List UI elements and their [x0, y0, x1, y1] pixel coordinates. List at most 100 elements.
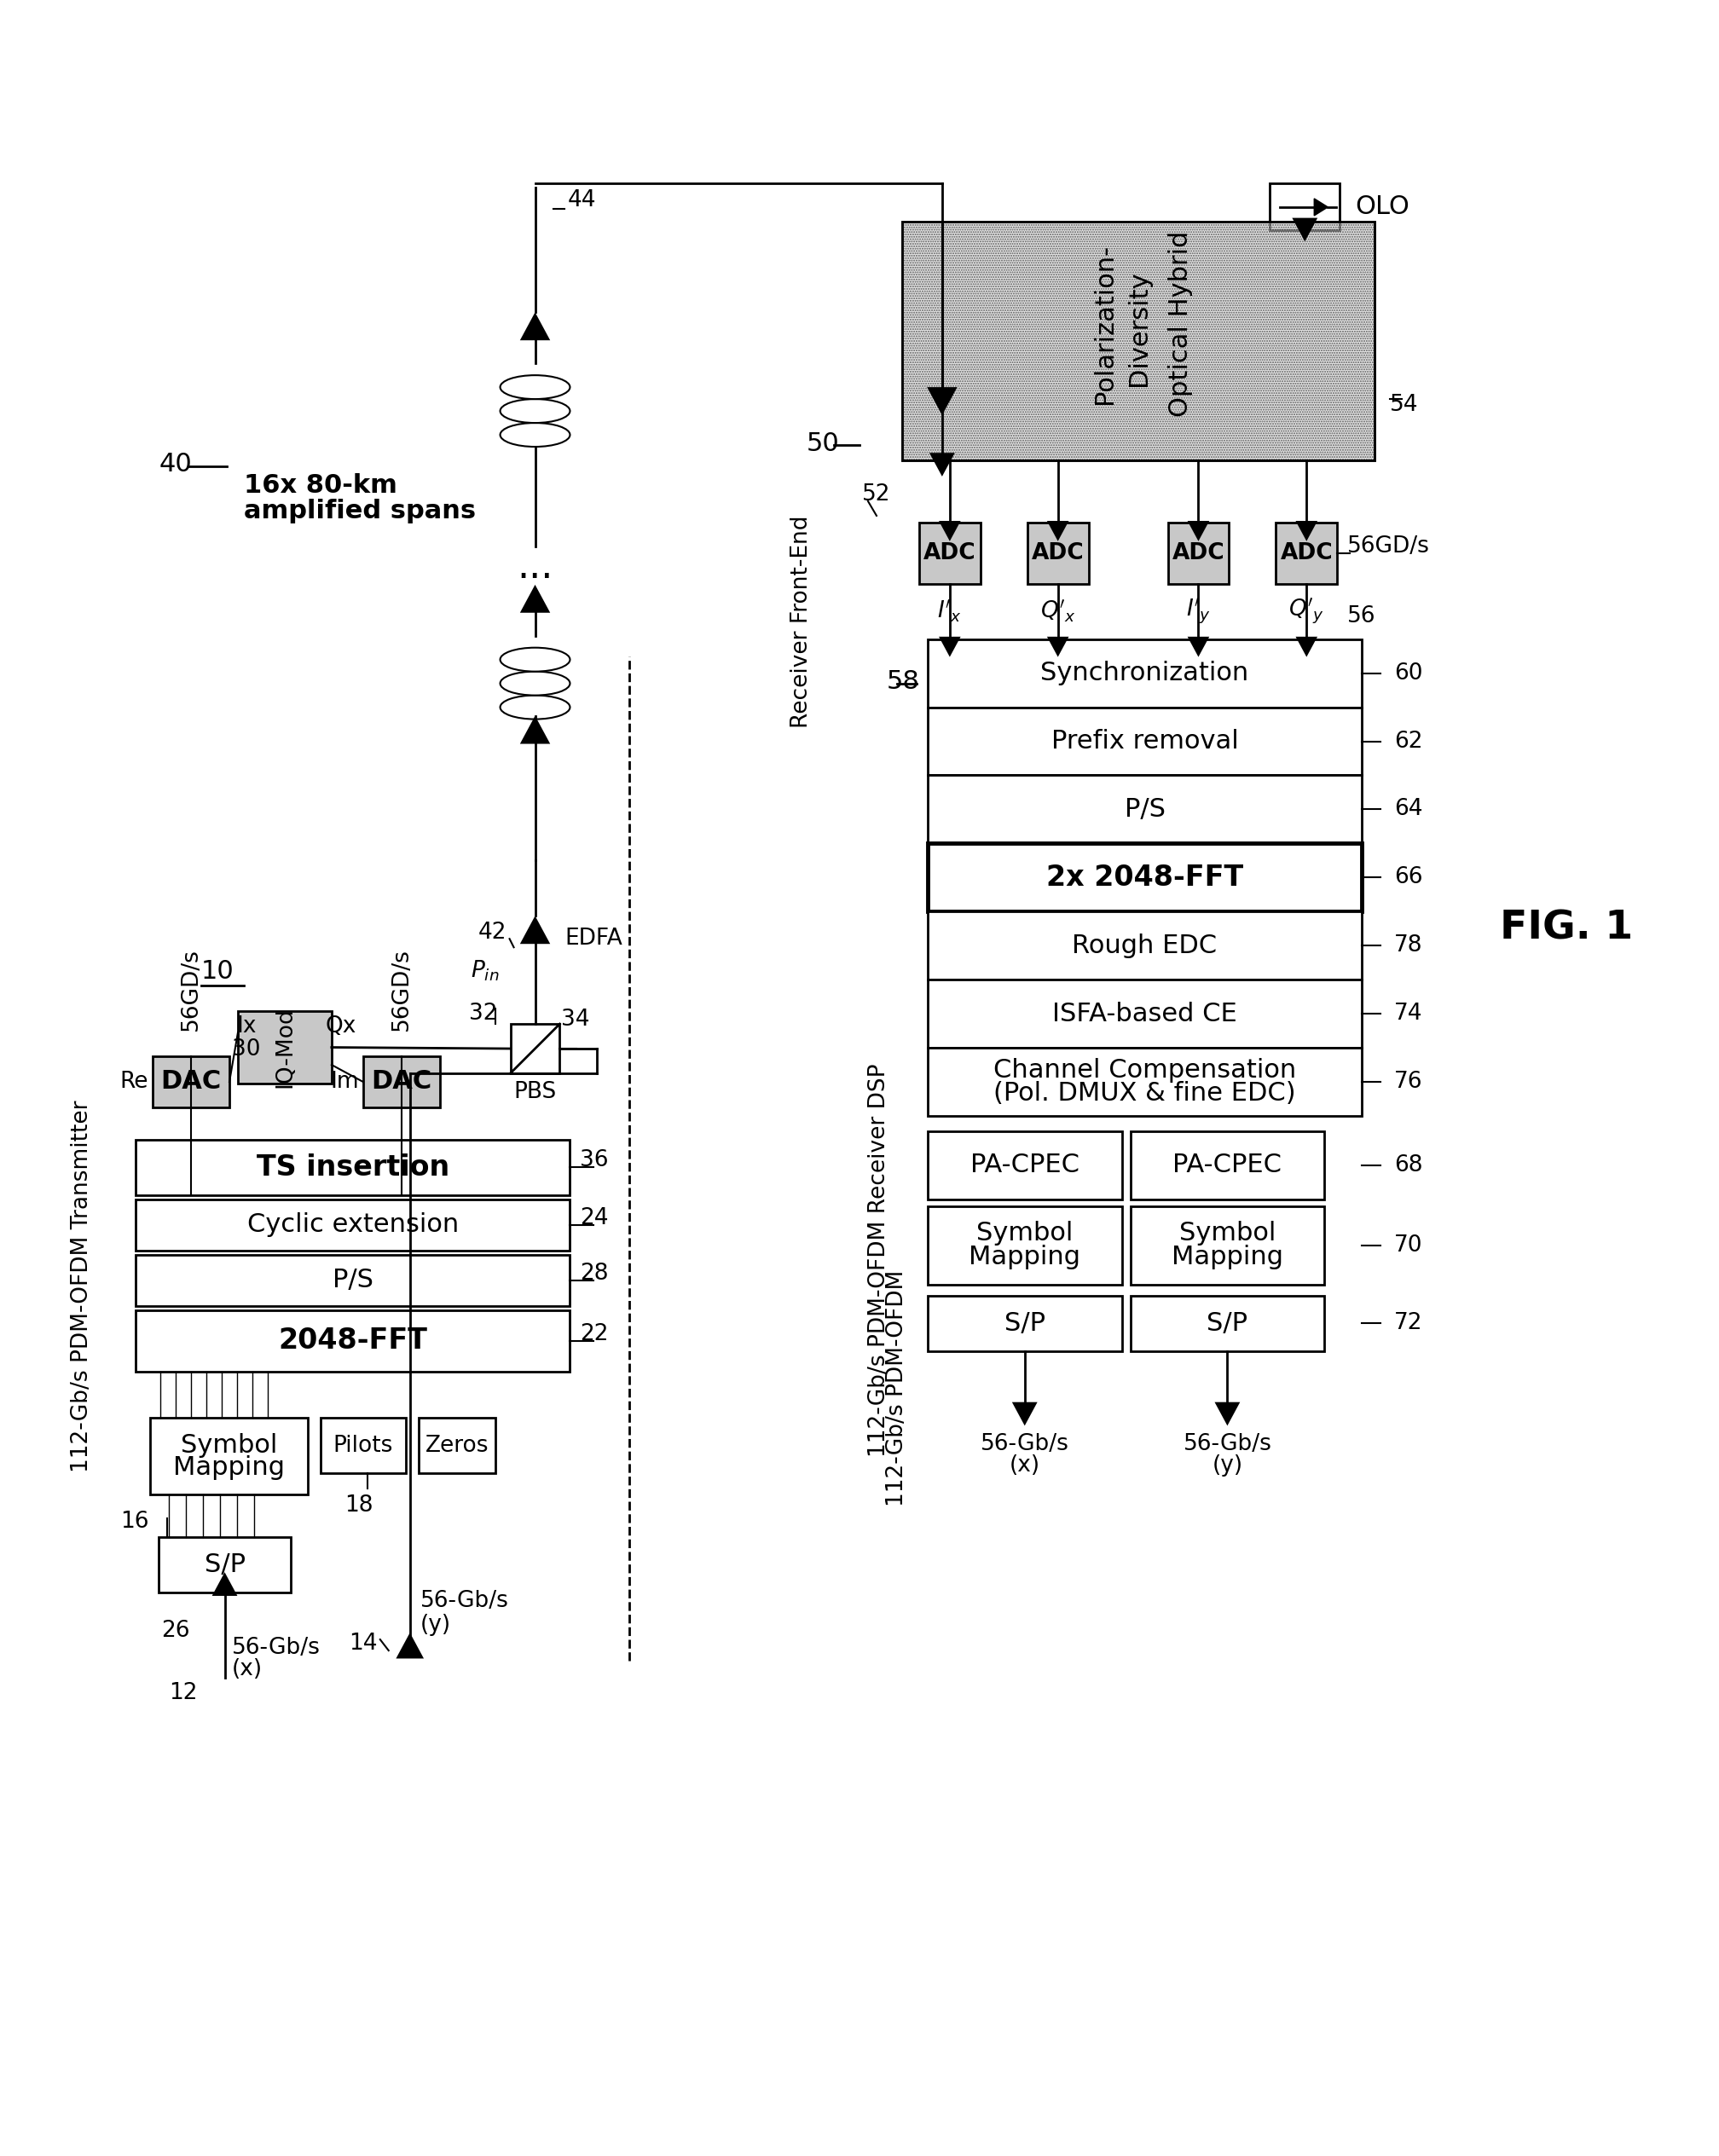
Polygon shape — [1315, 198, 1327, 216]
Ellipse shape — [500, 375, 571, 399]
Bar — [928, 843, 1361, 912]
Bar — [237, 1011, 332, 1084]
Text: DAC: DAC — [160, 1069, 222, 1095]
Bar — [136, 1199, 571, 1250]
Text: S/P: S/P — [1207, 1311, 1248, 1335]
Text: 24: 24 — [581, 1207, 609, 1229]
Text: 56GD/s: 56GD/s — [1348, 535, 1430, 558]
Text: (x): (x) — [1009, 1455, 1040, 1477]
Bar — [150, 1419, 308, 1494]
Bar — [920, 522, 980, 584]
Bar — [928, 776, 1361, 843]
Polygon shape — [1190, 638, 1207, 655]
Bar — [928, 979, 1361, 1048]
Text: 42: 42 — [478, 923, 507, 944]
Text: S/P: S/P — [205, 1552, 246, 1578]
Text: PA-CPEC: PA-CPEC — [1172, 1153, 1282, 1177]
Ellipse shape — [500, 423, 571, 446]
Text: 62: 62 — [1394, 731, 1423, 752]
Text: 18: 18 — [344, 1494, 373, 1518]
Polygon shape — [1014, 1404, 1035, 1423]
Text: P/S: P/S — [332, 1268, 373, 1294]
Text: 60: 60 — [1394, 662, 1423, 683]
Text: 54: 54 — [1391, 395, 1418, 416]
Text: Diversity: Diversity — [1126, 272, 1150, 386]
Text: 112-Gb/s PDM-OFDM Receiver DSP: 112-Gb/s PDM-OFDM Receiver DSP — [868, 1063, 890, 1457]
Polygon shape — [928, 388, 956, 412]
Polygon shape — [1294, 220, 1315, 239]
Bar — [928, 1132, 1123, 1199]
Text: ADC: ADC — [1281, 541, 1332, 565]
Polygon shape — [1190, 522, 1207, 539]
Bar — [928, 1205, 1123, 1285]
Text: Synchronization: Synchronization — [1040, 662, 1250, 686]
Text: 74: 74 — [1394, 1003, 1423, 1024]
Text: IQ-Mod: IQ-Mod — [273, 1007, 296, 1089]
Text: (x): (x) — [232, 1658, 263, 1680]
Text: 68: 68 — [1394, 1153, 1423, 1177]
Bar — [153, 1056, 229, 1108]
Text: Receiver Front-End: Receiver Front-End — [791, 515, 813, 729]
Text: PA-CPEC: PA-CPEC — [970, 1153, 1080, 1177]
Text: TS insertion: TS insertion — [256, 1153, 449, 1181]
Polygon shape — [1217, 1404, 1238, 1423]
Bar — [1028, 522, 1088, 584]
Text: Re: Re — [120, 1072, 148, 1093]
Text: 30: 30 — [232, 1039, 261, 1061]
Text: ADC: ADC — [1031, 541, 1085, 565]
Bar — [511, 1024, 560, 1074]
Bar — [158, 1537, 291, 1593]
Text: $Q'_y$: $Q'_y$ — [1289, 597, 1324, 625]
Ellipse shape — [500, 671, 571, 696]
Polygon shape — [1049, 638, 1067, 655]
Text: 36: 36 — [581, 1149, 609, 1171]
Text: Ix: Ix — [236, 1015, 256, 1037]
Text: EDFA: EDFA — [566, 927, 622, 951]
Polygon shape — [940, 522, 959, 539]
Text: ISFA-based CE: ISFA-based CE — [1052, 1000, 1238, 1026]
Bar — [928, 1296, 1123, 1352]
Text: Pilots: Pilots — [333, 1434, 394, 1457]
Text: $I'_x$: $I'_x$ — [937, 597, 963, 623]
Bar — [363, 1056, 440, 1108]
Text: 32: 32 — [469, 1003, 497, 1024]
Text: PBS: PBS — [514, 1080, 557, 1104]
Text: 78: 78 — [1394, 934, 1423, 957]
Text: Optical Hybrid: Optical Hybrid — [1169, 231, 1193, 418]
Polygon shape — [523, 718, 548, 742]
Bar — [1131, 1296, 1324, 1352]
Text: 72: 72 — [1394, 1313, 1423, 1335]
Text: 58: 58 — [887, 668, 920, 694]
Bar — [136, 1255, 571, 1307]
Text: Qx: Qx — [325, 1015, 356, 1037]
Text: Im: Im — [330, 1072, 359, 1093]
Text: 10: 10 — [201, 959, 234, 983]
Bar — [1131, 1205, 1324, 1285]
Text: Rough EDC: Rough EDC — [1073, 934, 1217, 957]
Text: 76: 76 — [1394, 1072, 1423, 1093]
Polygon shape — [940, 638, 959, 655]
Text: 66: 66 — [1394, 867, 1423, 888]
Text: 2048-FFT: 2048-FFT — [278, 1326, 428, 1354]
Bar — [418, 1419, 495, 1473]
Text: FIG. 1: FIG. 1 — [1501, 910, 1633, 949]
Text: P/S: P/S — [1124, 798, 1165, 821]
Polygon shape — [1298, 522, 1315, 539]
Text: 112-Gb/s PDM-OFDM: 112-Gb/s PDM-OFDM — [885, 1270, 908, 1507]
Text: 70: 70 — [1394, 1233, 1423, 1257]
Ellipse shape — [500, 647, 571, 671]
Bar — [1167, 522, 1229, 584]
Bar — [902, 222, 1375, 461]
Text: 52: 52 — [863, 483, 890, 505]
Text: 64: 64 — [1394, 798, 1423, 821]
Text: (y): (y) — [419, 1615, 450, 1636]
Text: ADC: ADC — [1172, 541, 1224, 565]
Bar — [1270, 183, 1339, 231]
Bar — [1131, 1132, 1324, 1199]
Text: Symbol: Symbol — [1179, 1220, 1275, 1246]
Text: 26: 26 — [162, 1619, 191, 1643]
Text: ADC: ADC — [923, 541, 976, 565]
Text: Symbol: Symbol — [180, 1434, 277, 1457]
Polygon shape — [523, 586, 548, 612]
Text: (y): (y) — [1212, 1455, 1243, 1477]
